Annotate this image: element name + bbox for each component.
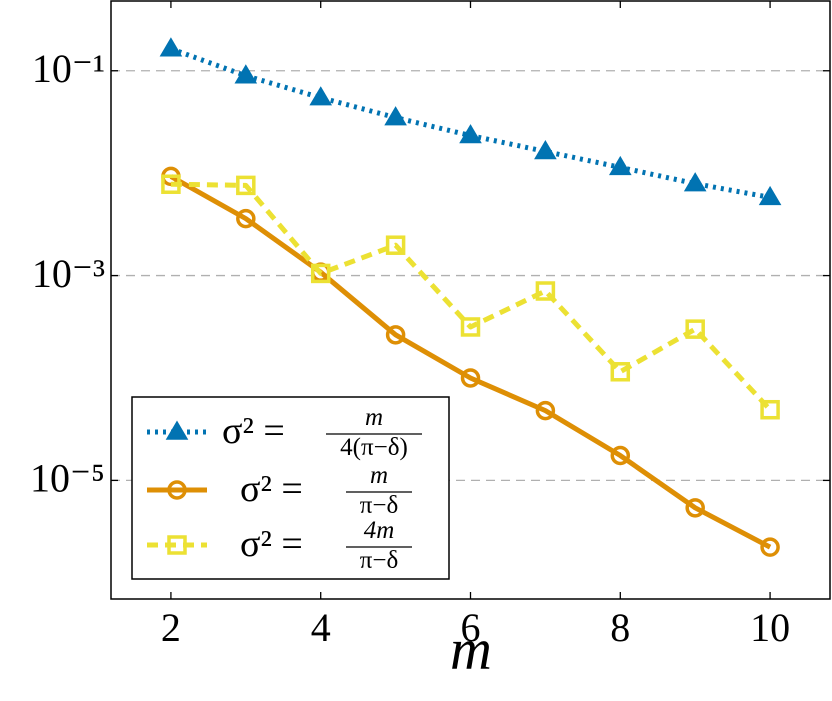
x-tick-label: 2	[161, 605, 181, 650]
x-tick-label: 6	[461, 605, 481, 650]
marker	[165, 420, 189, 440]
marker	[384, 106, 407, 126]
plot-frame	[110, 0, 831, 600]
marker	[234, 64, 258, 84]
legend-label: σ² = 4m π−δ	[240, 517, 398, 574]
series-line	[170, 181, 772, 412]
marker	[610, 445, 631, 466]
x-axis-label: m	[450, 616, 492, 681]
marker	[610, 362, 631, 382]
marker	[460, 368, 481, 388]
marker	[460, 317, 481, 337]
marker	[534, 139, 557, 160]
marker	[459, 124, 482, 144]
series-line	[169, 174, 772, 550]
legend: σ² = m 4(π−δ)σ² = m π−δσ² = 4m π−δ	[131, 396, 450, 580]
marker	[683, 172, 707, 192]
marker	[535, 281, 556, 301]
marker	[535, 400, 556, 421]
y-tick-label: 10⁻⁵	[30, 456, 105, 501]
y-tick-label: 10⁻¹	[32, 46, 105, 91]
marker	[760, 399, 780, 420]
marker	[385, 325, 406, 345]
y-tick-label: 10⁻³	[32, 251, 105, 296]
x-tick-label: 10	[750, 605, 790, 650]
x-tick-label: 8	[610, 605, 630, 650]
legend-label: σ² = m 4(π−δ)	[222, 404, 408, 461]
marker	[309, 86, 333, 106]
legend-label: σ² = m π−δ	[240, 462, 398, 519]
marker	[236, 208, 256, 229]
marker	[159, 37, 183, 57]
marker	[758, 185, 782, 206]
marker	[608, 155, 632, 176]
marker	[685, 319, 705, 339]
marker	[310, 263, 331, 284]
marker	[685, 498, 705, 518]
marker	[236, 175, 256, 196]
marker	[167, 535, 187, 555]
series-line	[170, 46, 771, 200]
marker	[760, 537, 780, 557]
x-tick-label: 4	[311, 605, 331, 650]
marker	[167, 480, 187, 500]
marker	[161, 174, 181, 194]
marker	[385, 235, 406, 255]
